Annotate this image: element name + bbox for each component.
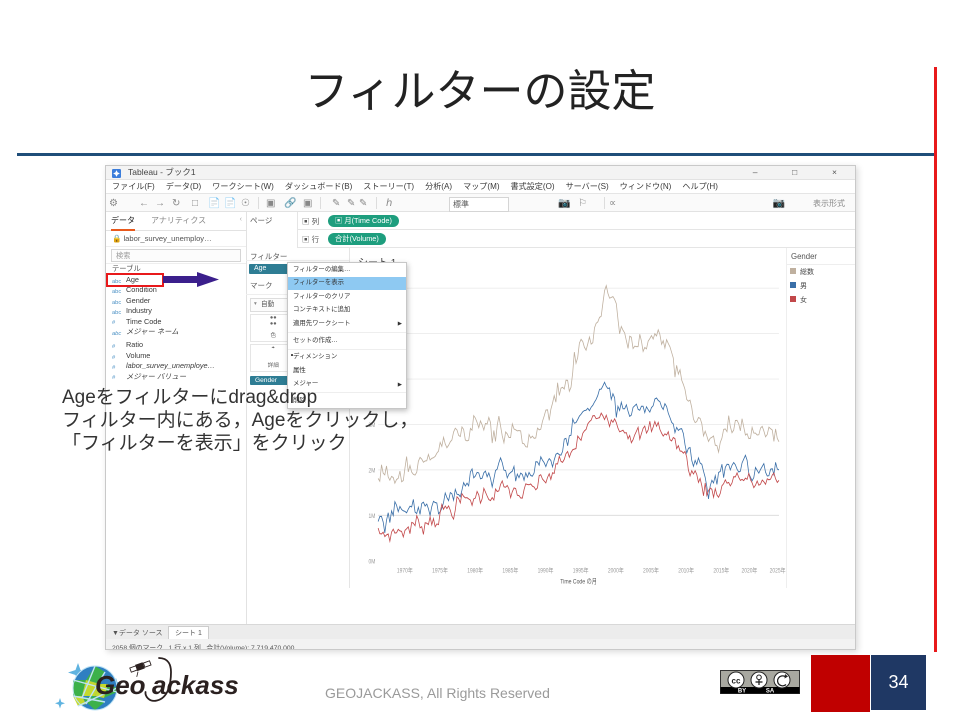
svg-text:2M: 2M bbox=[368, 468, 375, 475]
svg-text:2005年: 2005年 bbox=[643, 566, 659, 575]
svg-text:SA: SA bbox=[766, 688, 775, 694]
svg-text:cc: cc bbox=[732, 677, 741, 686]
svg-text:1975年: 1975年 bbox=[432, 566, 448, 575]
svg-text:1M: 1M bbox=[368, 514, 375, 521]
svg-text:1985年: 1985年 bbox=[502, 566, 518, 575]
svg-text:2020年: 2020年 bbox=[742, 566, 758, 575]
svg-text:2025年: 2025年 bbox=[770, 566, 786, 575]
svg-text:1995年: 1995年 bbox=[573, 566, 589, 575]
svg-text:2010年: 2010年 bbox=[678, 566, 694, 575]
svg-text:0M: 0M bbox=[368, 559, 375, 566]
svg-text:1970年: 1970年 bbox=[397, 566, 413, 575]
svg-text:1990年: 1990年 bbox=[538, 566, 554, 575]
svg-text:Time Code の月: Time Code の月 bbox=[560, 578, 597, 586]
svg-text:Geo: Geo bbox=[95, 670, 146, 700]
svg-text:2015年: 2015年 bbox=[713, 566, 729, 575]
svg-text:2000年: 2000年 bbox=[608, 566, 624, 575]
svg-text:1980年: 1980年 bbox=[467, 566, 483, 575]
svg-text:BY: BY bbox=[738, 688, 746, 694]
